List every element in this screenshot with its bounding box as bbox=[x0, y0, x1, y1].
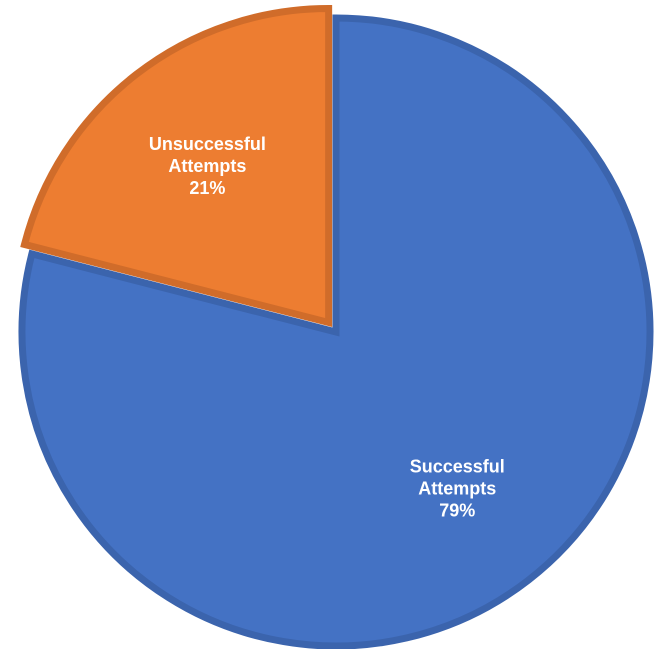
pie-slice-category: Unsuccessful bbox=[149, 134, 266, 154]
pie-slice-label: Successful Attempts 79% bbox=[410, 456, 505, 520]
pie-labels: Successful Attempts 79%Unsuccessful Attempt… bbox=[149, 134, 505, 520]
pie-slice-category: Attempts bbox=[418, 478, 496, 498]
pie-slice-percent: 79% bbox=[439, 500, 475, 520]
pie-slice-percent: 21% bbox=[189, 178, 225, 198]
pie-slice-successful-attempts bbox=[18, 14, 654, 649]
pie-slice-unsuccessful-attempts bbox=[20, 5, 333, 328]
pie-slice-category: Attempts bbox=[168, 156, 246, 176]
pie-slices bbox=[18, 5, 654, 649]
pie-slice-category: Successful bbox=[410, 456, 505, 476]
pie-slice-label: Unsuccessful Attempts 21% bbox=[149, 134, 266, 198]
